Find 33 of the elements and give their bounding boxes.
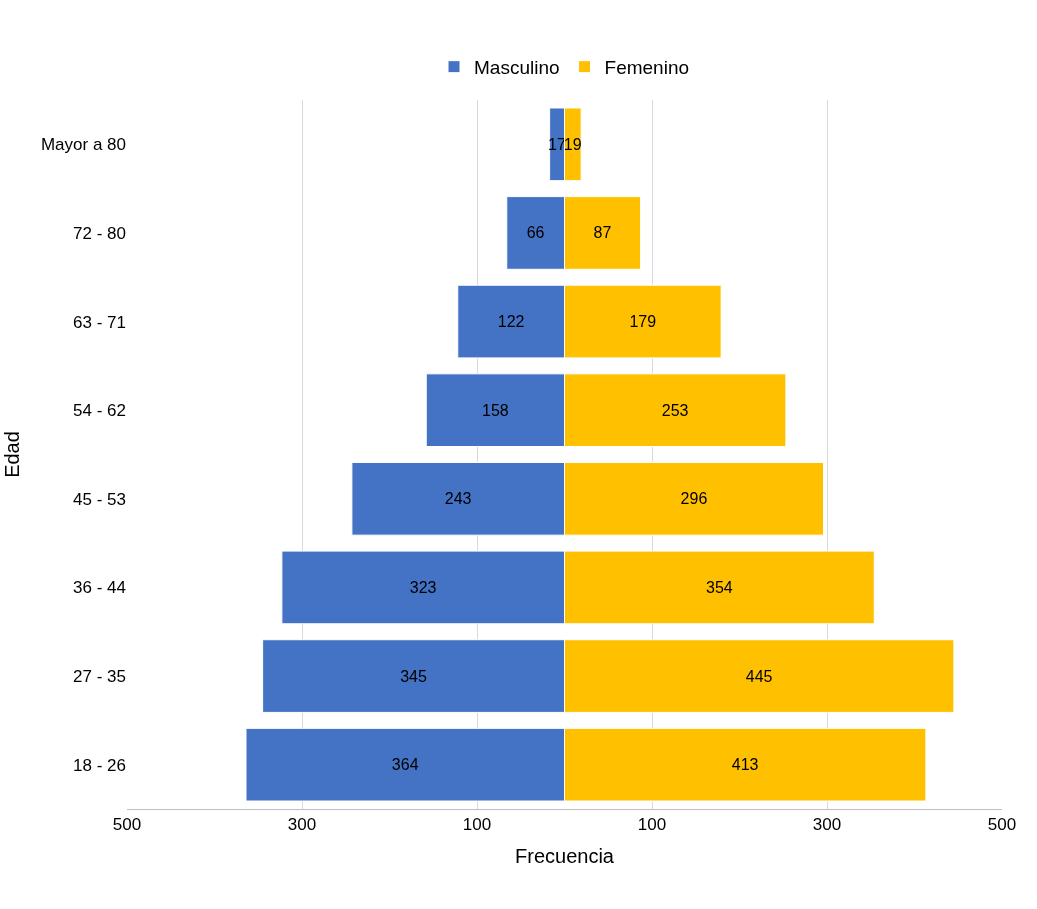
data-label: 122 [497, 313, 525, 331]
data-label: 445 [745, 667, 773, 685]
x-tick-label: 500 [112, 815, 142, 835]
data-label: 66 [526, 224, 545, 242]
data-label: 19 [563, 135, 582, 153]
x-tick-label: 100 [637, 815, 667, 835]
y-tick-label: 72 - 80 [73, 223, 126, 243]
legend-label: Femenino [604, 57, 690, 79]
y-tick-label: 63 - 71 [73, 312, 126, 332]
data-label: 413 [731, 756, 759, 774]
data-label: 87 [593, 224, 612, 242]
data-label: 179 [629, 313, 657, 331]
y-tick-label: 18 - 26 [73, 755, 126, 775]
y-tick-label: 27 - 35 [73, 667, 126, 687]
x-tick-label: 500 [987, 815, 1017, 835]
data-label: 323 [409, 578, 437, 596]
data-label: 296 [680, 490, 708, 508]
y-tick-label: 45 - 53 [73, 489, 126, 509]
data-label: 253 [661, 401, 689, 419]
x-tick-label: 100 [462, 815, 492, 835]
data-label: 243 [444, 490, 472, 508]
data-label: 158 [481, 401, 509, 419]
y-tick-label: Mayor a 80 [40, 135, 126, 155]
x-tick-label: 300 [812, 815, 842, 835]
x-axis-title: Frecuencia [515, 844, 615, 867]
data-label: 354 [705, 578, 733, 596]
y-axis-title: Edad [1, 431, 24, 478]
legend-label: Masculino [474, 57, 560, 79]
y-tick-label: 36 - 44 [73, 578, 126, 598]
y-tick-label: 54 - 62 [73, 401, 126, 421]
x-tick-label: 300 [287, 815, 317, 835]
data-label: 345 [400, 667, 427, 685]
data-label: 364 [391, 756, 419, 774]
